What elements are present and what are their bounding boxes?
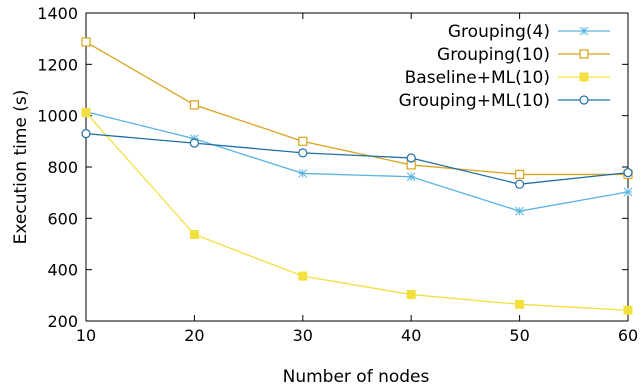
y-axis-label: Execution time (s) (11, 90, 31, 245)
legend-entry: Grouping(10) (437, 45, 610, 65)
legend-label: Grouping(4) (448, 22, 550, 42)
x-tick-label: 40 (401, 326, 421, 345)
data-point (623, 187, 633, 197)
data-point (515, 206, 524, 216)
x-axis-ticks: 10 20 30 40 50 60 (76, 13, 638, 345)
y-tick-label: 400 (47, 261, 78, 280)
data-point (189, 138, 199, 148)
y-tick-label: 200 (47, 312, 78, 331)
data-point (189, 230, 199, 240)
data-point (514, 169, 525, 180)
y-tick-label: 1200 (37, 55, 78, 74)
x-tick-label: 30 (293, 326, 313, 345)
y-tick-label: 800 (47, 158, 78, 177)
x-tick-label: 50 (509, 326, 529, 345)
legend-label: Baseline+ML(10) (405, 68, 550, 88)
legend-marker (579, 95, 589, 105)
data-point (406, 153, 416, 163)
data-point (189, 100, 199, 110)
legend: Grouping(4) Grouping(10) Baseline+ML(10) Gr… (399, 22, 610, 111)
series-1 (81, 107, 633, 216)
data-point (623, 168, 633, 178)
series-4 (81, 129, 633, 189)
legend-marker (579, 26, 589, 36)
data-point (81, 129, 91, 139)
legend-marker (579, 49, 589, 59)
series-line (85, 41, 628, 176)
series-line (85, 132, 629, 185)
data-point (81, 37, 91, 47)
x-tick-label: 10 (76, 326, 96, 345)
series-layer (81, 37, 633, 315)
data-point (514, 179, 525, 189)
x-tick-label: 60 (618, 326, 638, 345)
data-point (81, 108, 91, 118)
legend-entry: Baseline+ML(10) (405, 68, 610, 88)
data-point (298, 148, 308, 158)
legend-entry: Grouping(4) (448, 22, 610, 42)
y-axis-ticks: 200 400 600 800 1000 1200 1400 (37, 4, 628, 331)
series-line (85, 111, 629, 212)
y-tick-label: 600 (47, 209, 78, 228)
y-tick-label: 1000 (37, 107, 78, 126)
legend-label: Grouping+ML(10) (399, 91, 550, 111)
data-point (406, 172, 416, 182)
legend-marker (579, 72, 589, 82)
legend-entry: Grouping+ML(10) (399, 91, 610, 111)
data-point (515, 299, 525, 309)
series-line (85, 112, 629, 311)
data-point (298, 169, 308, 178)
series-3 (81, 108, 633, 315)
data-point (298, 136, 308, 146)
data-point (406, 290, 416, 300)
data-point (623, 305, 633, 315)
y-tick-label: 1400 (37, 4, 78, 23)
data-point (298, 271, 308, 281)
legend-label: Grouping(10) (437, 45, 550, 65)
x-tick-label: 20 (184, 326, 204, 345)
x-axis-label: Number of nodes (283, 367, 430, 387)
